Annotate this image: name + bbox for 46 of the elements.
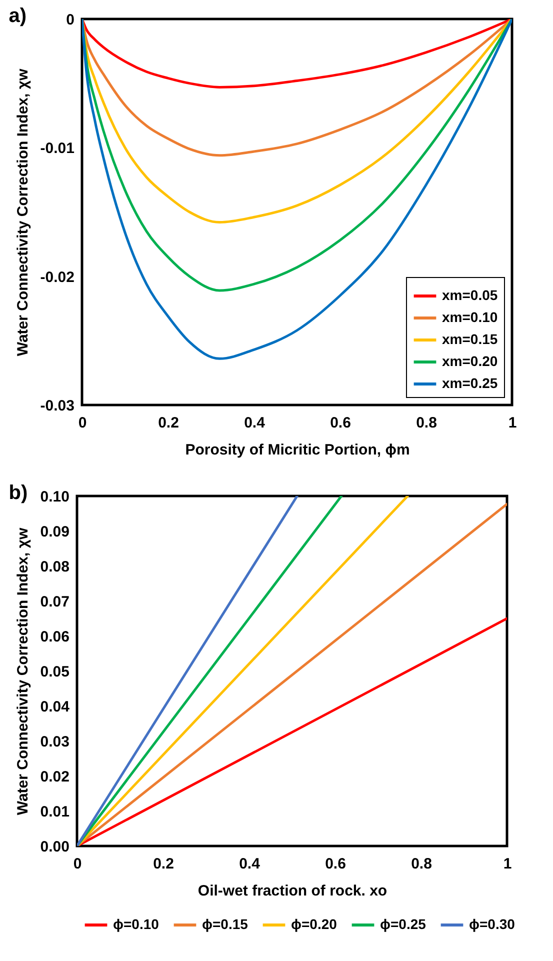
x-tick-label: 1 xyxy=(508,414,517,432)
legend-label: ϕ=0.30 xyxy=(469,916,516,932)
text: a) xyxy=(8,5,27,27)
x-tick-label: 0.2 xyxy=(153,856,174,872)
y-tick-label: 0.05 xyxy=(40,664,70,680)
text: b) xyxy=(8,482,28,504)
y-tick-label: -0.01 xyxy=(40,140,74,158)
y-tick-label: 0.08 xyxy=(40,558,70,576)
y-tick-label: 0.06 xyxy=(40,628,70,646)
legend-label: xm=0.05 xyxy=(442,287,498,303)
x-tick-label: 0.8 xyxy=(411,856,432,872)
x-tick-label: 0.6 xyxy=(325,856,346,872)
x-tick-label: 0.4 xyxy=(244,414,266,432)
line-series xyxy=(82,19,512,157)
x-tick-label: 0.4 xyxy=(239,856,261,872)
legend-label: ϕ=0.25 xyxy=(380,916,426,932)
y-tick-label: 0 xyxy=(66,12,74,28)
y-tick-label: 0.04 xyxy=(40,698,70,716)
legend-label: ϕ=0.15 xyxy=(202,916,248,932)
y-tick-label: -0.02 xyxy=(40,268,74,286)
x-tick-label: 0 xyxy=(78,414,87,432)
legend-label: ϕ=0.20 xyxy=(291,916,338,932)
y-tick-label: 0.07 xyxy=(40,594,70,610)
legend-label: ϕ=0.10 xyxy=(113,916,160,932)
x-tick-label: 0.2 xyxy=(158,414,179,432)
line-series xyxy=(82,19,512,292)
y-tick-label: 0.09 xyxy=(40,524,70,540)
x-tick-label: 0.8 xyxy=(416,414,437,432)
y-tick-label: 0.01 xyxy=(40,804,70,820)
x-tick-label: 1 xyxy=(503,856,512,872)
y-axis-title: Water Connectivity Correction Index, χw xyxy=(14,68,32,356)
x-axis-title: Oil-wet fraction of rock. xo xyxy=(198,882,388,900)
y-tick-label: -0.03 xyxy=(40,398,74,414)
legend-label: xm=0.10 xyxy=(442,309,498,325)
x-tick-label: 0.6 xyxy=(330,414,351,432)
y-tick-label: 0.03 xyxy=(40,734,70,750)
y-axis-title: Water Connectivity Correction Index, χw xyxy=(14,528,32,816)
legend-label: xm=0.25 xyxy=(442,375,498,391)
y-tick-label: 0.10 xyxy=(40,488,70,506)
line-series xyxy=(82,19,512,88)
y-tick-label: 0.00 xyxy=(40,838,70,856)
legend-label: xm=0.20 xyxy=(442,353,498,369)
x-axis-title: Porosity of Micritic Portion, ϕm xyxy=(185,442,410,458)
legend-label: xm=0.15 xyxy=(442,331,498,347)
line-series xyxy=(82,19,512,224)
y-tick-label: 0.02 xyxy=(40,768,70,786)
